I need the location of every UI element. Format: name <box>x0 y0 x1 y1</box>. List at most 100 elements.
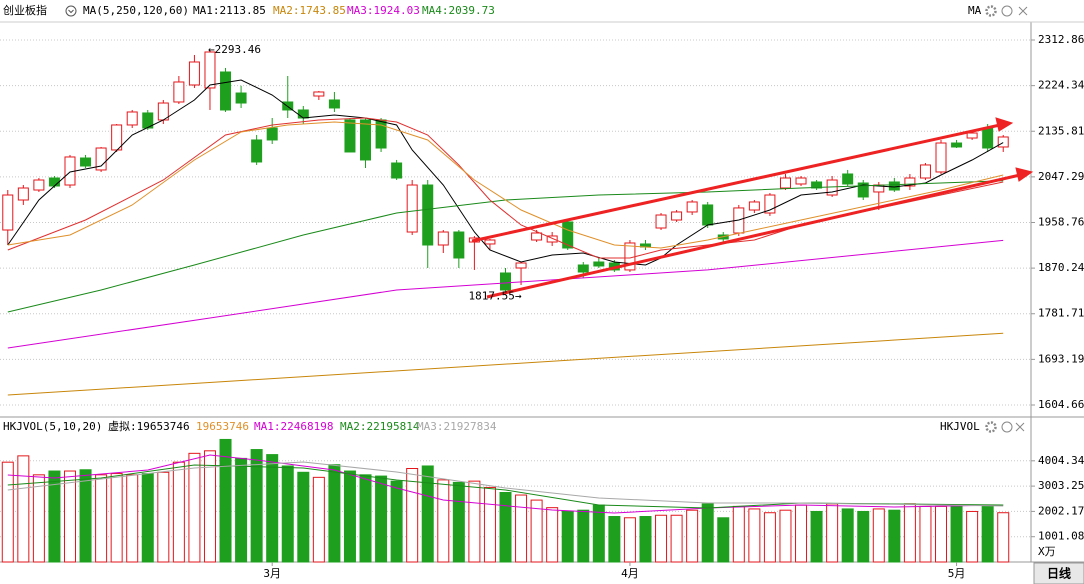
candle-body <box>919 164 931 179</box>
candle-body <box>484 239 496 245</box>
candle-body <box>297 109 309 119</box>
candle-body <box>562 221 574 249</box>
candle-body <box>235 92 247 104</box>
volume-bar <box>203 450 216 563</box>
volume-bar <box>872 508 885 563</box>
volume-bar <box>670 514 683 563</box>
volume-bar <box>95 474 108 563</box>
candle-body <box>95 147 107 171</box>
candle-body <box>500 272 511 291</box>
legend-entry: MA3:1924.03 <box>347 4 420 17</box>
volume-right-label: HKJVOL <box>940 420 980 433</box>
volume-bar <box>530 499 543 563</box>
ma-line <box>7 332 1004 396</box>
candle-body <box>188 61 200 86</box>
y-tick-label: 2312.86 <box>1038 33 1084 46</box>
settings-icon[interactable] <box>985 421 997 433</box>
volume-bar <box>452 481 465 563</box>
annotation: 1817.55→ <box>469 289 522 302</box>
x-tick-label: 3月 <box>263 567 281 580</box>
volume-bar <box>281 465 294 563</box>
settings-icon[interactable] <box>985 5 997 17</box>
y-tick-label: 2002.17 <box>1038 504 1084 517</box>
volume-bar <box>857 510 870 563</box>
ma-line <box>7 454 1004 514</box>
volume-bar <box>312 476 325 563</box>
y-tick-label: 2047.29 <box>1038 170 1084 183</box>
volume-bar <box>343 470 356 563</box>
y-tick-label: 4004.34 <box>1038 454 1084 467</box>
legend-entry: MA2:1743.85 <box>273 4 346 17</box>
dropdown-arrow <box>68 9 74 14</box>
volume-bar <box>250 449 263 563</box>
panel-icons <box>985 5 1028 433</box>
volume-bar <box>219 438 232 563</box>
timeframe-tab[interactable] <box>1033 562 1084 584</box>
ma-line <box>7 180 1004 313</box>
volume-bar <box>359 474 372 563</box>
candle-body <box>577 264 589 273</box>
volume-title: HKJVOL(5,10,20) <box>3 420 102 433</box>
help-icon[interactable] <box>1001 5 1013 17</box>
candle-body <box>951 142 963 148</box>
candle-body <box>655 214 667 229</box>
volume-bar <box>779 509 792 563</box>
volume-bar <box>235 457 248 563</box>
legend-entry: MA1:22468198 <box>254 420 333 433</box>
volume-bar <box>172 461 185 563</box>
y-tick-label: 1870.24 <box>1038 261 1084 274</box>
volume-bar <box>655 514 668 563</box>
candle-body <box>375 119 387 149</box>
volume-bar <box>717 517 730 563</box>
indicator-label[interactable]: MA(5,250,120,60) <box>83 4 189 17</box>
candle-body <box>904 177 916 187</box>
help-icon[interactable] <box>1001 421 1013 433</box>
y-tick-label: 3003.25 <box>1038 479 1084 492</box>
volume-bar <box>515 494 528 563</box>
volume-bar <box>577 509 590 563</box>
index-title: 创业板指 <box>3 3 47 17</box>
ma-line <box>7 239 1004 349</box>
candle-body <box>406 184 418 233</box>
ma-line <box>7 121 1004 249</box>
legend-entry: MA3:21927834 <box>417 420 497 433</box>
volume-bar <box>561 510 574 563</box>
volume-bar <box>406 468 419 563</box>
volume-bar <box>935 505 948 563</box>
y-tick-label: 2224.34 <box>1038 79 1084 92</box>
volume-bar <box>950 504 963 563</box>
dropdown-icon[interactable] <box>65 5 77 17</box>
volume-bar <box>997 512 1010 563</box>
candle-body <box>251 139 263 163</box>
y-tick-label: 1001.08 <box>1038 530 1084 543</box>
volume-bar <box>79 469 92 563</box>
trend-arrows <box>471 117 1034 299</box>
volume-virtual: 虚拟:19653746 <box>108 419 190 433</box>
volume-bar <box>546 507 559 563</box>
close-icon[interactable] <box>1015 422 1025 432</box>
ma-line <box>7 464 1004 509</box>
volume-bar <box>110 473 123 563</box>
trend-line-upper <box>471 123 1001 243</box>
candle-body <box>811 181 823 189</box>
ma-line <box>7 79 1004 266</box>
ma-line <box>7 461 1004 507</box>
candle-body <box>779 177 791 189</box>
candle-body <box>391 162 403 179</box>
legend-entry: MA1:2113.85 <box>193 4 266 17</box>
volume-bar <box>919 505 932 563</box>
volume-bar <box>141 473 154 563</box>
close-icon[interactable] <box>1018 6 1028 16</box>
candle-body <box>437 231 449 246</box>
volume-bar <box>608 516 621 563</box>
candle-body <box>360 119 372 161</box>
volume-bar <box>437 479 450 563</box>
candle-body <box>842 173 854 185</box>
indicator-right-label: MA <box>968 4 982 17</box>
volume-bar <box>639 516 652 563</box>
volume-bar <box>17 455 30 563</box>
volume-virtual-value: 19653746 <box>196 420 249 433</box>
candle-body <box>344 119 356 153</box>
volume-bar <box>63 470 76 563</box>
